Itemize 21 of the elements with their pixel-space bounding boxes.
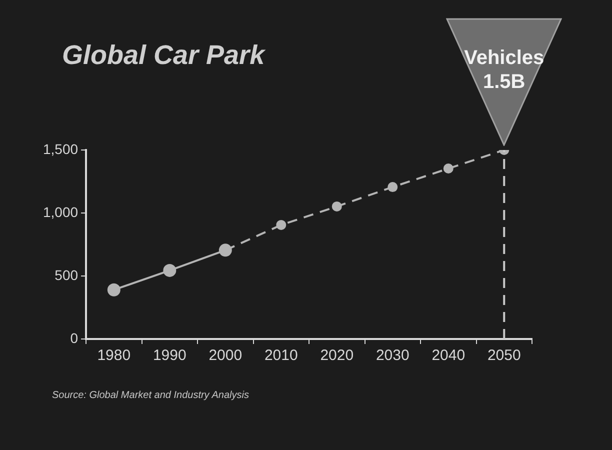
y-tick-label: 500 [54,266,78,283]
x-tick-label: 1980 [97,347,131,364]
point [163,264,176,277]
point [107,283,120,296]
point [276,220,286,230]
annotation: Vehicles 1.5B [463,46,546,94]
point [443,164,454,174]
point [332,201,342,212]
y-tick-label: 1,000 [42,204,78,220]
chart-title: Global Car Park [62,40,267,70]
x-tick-label: 2030 [376,347,410,364]
x-tick-label: 2000 [208,347,242,364]
x-tick-label: 1990 [152,347,186,364]
x-tick-label: 2020 [320,347,354,364]
x-tick-label: 2050 [487,347,521,364]
x-tick-label: 2010 [264,347,298,364]
y-tick-label: 1,500 [42,140,78,157]
source-note: Source: Global Market and Industry Analysis [52,390,249,401]
x-tick-label: 2040 [432,347,466,364]
y-tick-label: 0 [70,330,78,346]
point [388,182,398,192]
